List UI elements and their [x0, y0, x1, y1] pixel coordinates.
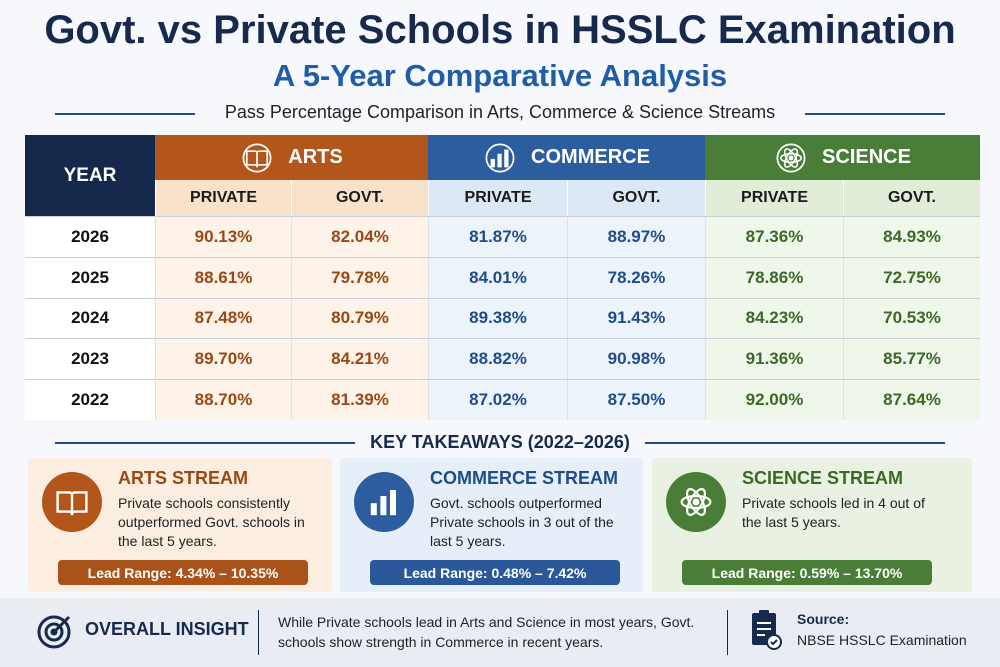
- divider: [258, 610, 259, 655]
- cell: 91.36%: [705, 338, 843, 380]
- description: Pass Percentage Comparison in Arts, Comm…: [224, 102, 776, 122]
- insight-label: OVERALL INSIGHT: [85, 619, 249, 639]
- cell: 84.21%: [291, 338, 428, 380]
- rule: [805, 113, 945, 115]
- column-header: GOVT.: [567, 180, 705, 216]
- source-label: Source:: [797, 611, 850, 627]
- cell: 87.64%: [843, 379, 980, 420]
- cell: 81.87%: [428, 216, 567, 257]
- card-icon: [42, 472, 102, 532]
- column-header: PRIVATE: [705, 180, 843, 216]
- stream-header: ARTS: [155, 135, 428, 180]
- cell: 84.93%: [843, 216, 980, 257]
- stream-icon: [776, 143, 806, 172]
- stream-icon: [242, 143, 272, 172]
- column-header: PRIVATE: [428, 180, 567, 216]
- rule: [55, 442, 355, 444]
- cell: 72.75%: [843, 256, 980, 298]
- cell: 82.04%: [291, 216, 428, 257]
- year-cell: 2023: [25, 338, 155, 380]
- cell: 88.82%: [428, 338, 567, 380]
- card-text: Govt. schools outperformed Private schoo…: [430, 495, 614, 549]
- column-header: PRIVATE: [155, 180, 291, 216]
- cell: 89.38%: [428, 297, 567, 339]
- cell: 87.48%: [155, 297, 291, 339]
- title: Govt. vs Private Schools in HSSLC Examin…: [44, 8, 956, 52]
- stream-icon: [485, 143, 515, 172]
- year-header: YEAR: [25, 135, 155, 216]
- card-title: COMMERCE STREAM: [430, 468, 618, 488]
- cell: 90.98%: [567, 338, 705, 380]
- card-text: Private schools led in 4 out of the last…: [742, 495, 925, 530]
- column-header: GOVT.: [843, 180, 980, 216]
- stream-name: ARTS: [288, 146, 343, 168]
- rule: [55, 113, 195, 115]
- year-cell: 2024: [25, 297, 155, 339]
- lead-range: Lead Range: 0.48% – 7.42%: [370, 560, 620, 585]
- cell: 88.61%: [155, 256, 291, 298]
- cell: 84.23%: [705, 297, 843, 339]
- stream-name: COMMERCE: [531, 146, 650, 168]
- insight-text: While Private schools lead in Arts and S…: [278, 614, 695, 650]
- cell: 79.78%: [291, 256, 428, 298]
- source-icon: [748, 608, 784, 652]
- cell: 78.26%: [567, 256, 705, 298]
- lead-range: Lead Range: 4.34% – 10.35%: [58, 560, 308, 585]
- card-title: ARTS STREAM: [118, 468, 248, 488]
- cell: 91.43%: [567, 297, 705, 339]
- year-cell: 2025: [25, 256, 155, 298]
- card-icon: [354, 472, 414, 532]
- column-header: GOVT.: [291, 180, 428, 216]
- stream-name: SCIENCE: [822, 146, 911, 168]
- lead-range: Lead Range: 0.59% – 13.70%: [682, 560, 932, 585]
- cell: 87.36%: [705, 216, 843, 257]
- cell: 88.97%: [567, 216, 705, 257]
- divider: [727, 610, 728, 655]
- rule: [645, 442, 945, 444]
- year-cell: 2026: [25, 216, 155, 257]
- source: NBSE HSSLC Examination: [797, 632, 967, 648]
- cell: 80.79%: [291, 297, 428, 339]
- insight-bar: [0, 598, 1000, 667]
- insight-icon: [36, 612, 74, 650]
- cell: 85.77%: [843, 338, 980, 380]
- cell: 89.70%: [155, 338, 291, 380]
- cell: 70.53%: [843, 297, 980, 339]
- stream-header: SCIENCE: [705, 135, 980, 180]
- card-title: SCIENCE STREAM: [742, 468, 904, 488]
- takeaways-title: KEY TAKEAWAYS (2022–2026): [370, 432, 630, 452]
- cell: 81.39%: [291, 379, 428, 420]
- year-cell: 2022: [25, 379, 155, 420]
- cell: 88.70%: [155, 379, 291, 420]
- card-icon: [666, 472, 726, 532]
- cell: 87.50%: [567, 379, 705, 420]
- card-text: Private schools consistently outperforme…: [118, 495, 305, 549]
- subtitle: A 5-Year Comparative Analysis: [272, 58, 728, 93]
- takeaway-card: COMMERCE STREAM Govt. schools outperforme…: [340, 458, 643, 592]
- cell: 90.13%: [155, 216, 291, 257]
- cell: 92.00%: [705, 379, 843, 420]
- takeaway-card: ARTS STREAM Private schools consistently …: [28, 458, 332, 592]
- stream-header: COMMERCE: [428, 135, 705, 180]
- cell: 84.01%: [428, 256, 567, 298]
- cell: 87.02%: [428, 379, 567, 420]
- cell: 78.86%: [705, 256, 843, 298]
- takeaway-card: SCIENCE STREAM Private schools led in 4 o…: [652, 458, 972, 592]
